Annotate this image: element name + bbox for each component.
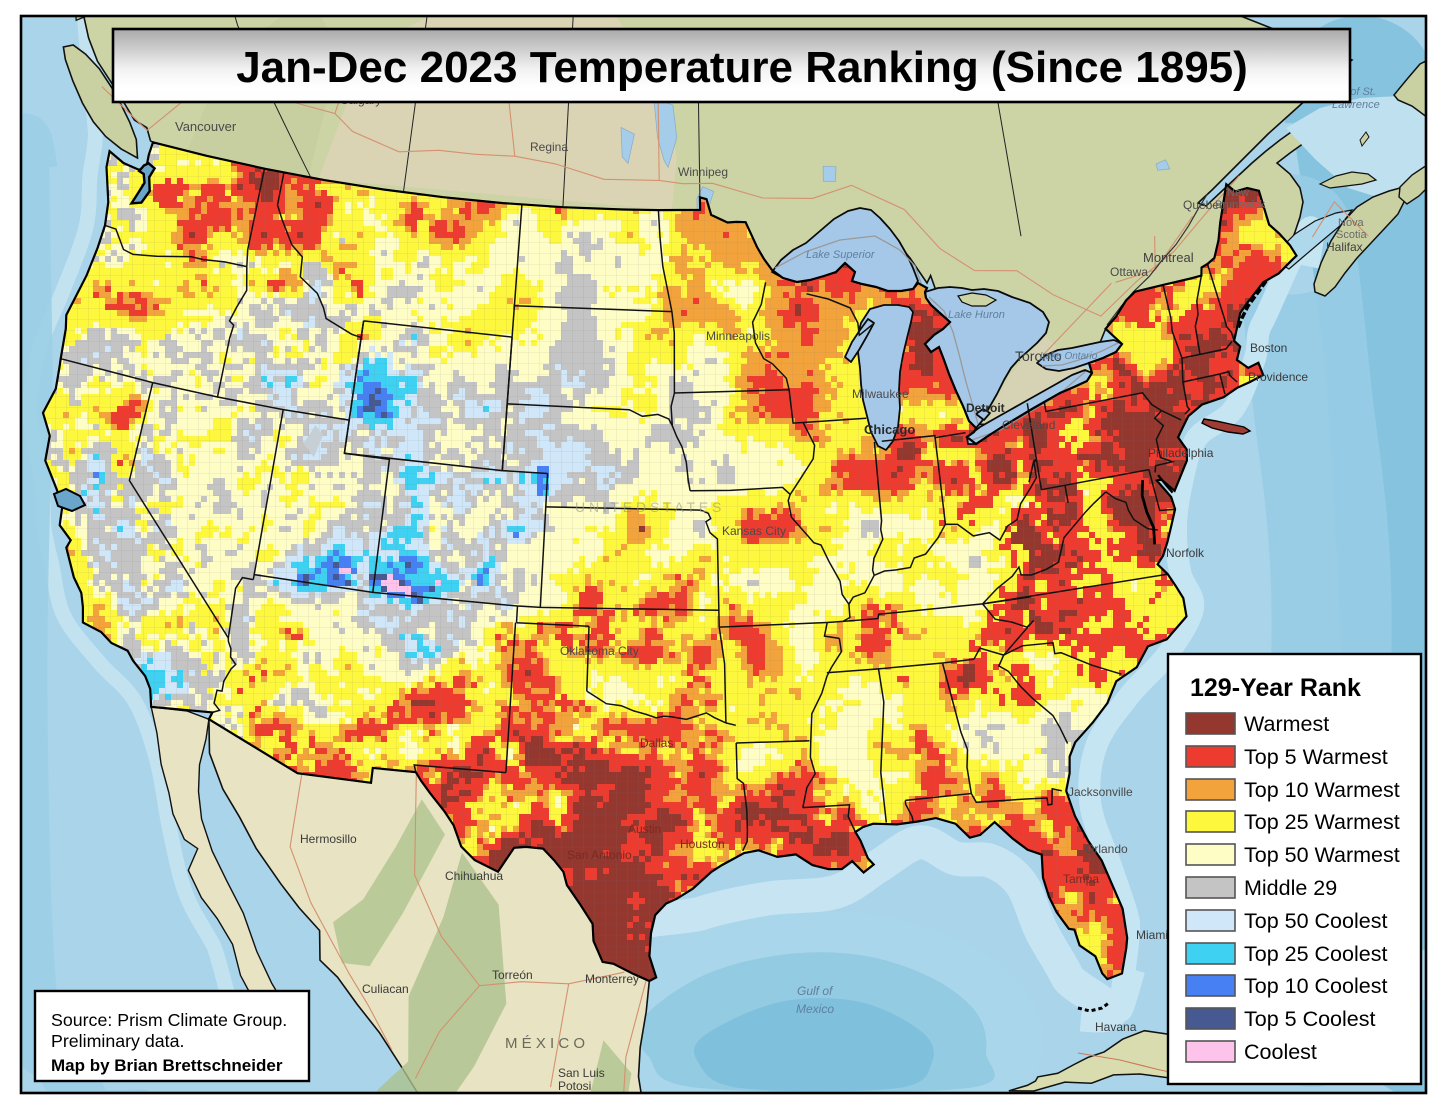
svg-text:Top 10 Coolest: Top 10 Coolest xyxy=(1244,974,1387,998)
svg-text:Hermosillo: Hermosillo xyxy=(300,832,357,846)
svg-text:Houston: Houston xyxy=(680,837,725,851)
svg-text:Miami: Miami xyxy=(1136,928,1168,942)
svg-text:Dallas: Dallas xyxy=(640,736,673,750)
svg-text:Top 25 Coolest: Top 25 Coolest xyxy=(1244,942,1387,966)
svg-text:Warmest: Warmest xyxy=(1244,712,1329,736)
svg-text:Regina: Regina xyxy=(530,140,568,154)
svg-text:Map by Brian Brettschneider: Map by Brian Brettschneider xyxy=(51,1056,283,1075)
svg-text:Middle 29: Middle 29 xyxy=(1244,876,1337,900)
svg-text:Norfolk: Norfolk xyxy=(1166,546,1205,560)
svg-text:Top 25 Warmest: Top 25 Warmest xyxy=(1244,810,1400,834)
svg-text:Culiacan: Culiacan xyxy=(362,982,409,996)
svg-text:U N I T E D S T A T E S: U N I T E D S T A T E S xyxy=(575,499,721,515)
svg-text:Torreón: Torreón xyxy=(492,968,533,982)
svg-text:Quebec: Quebec xyxy=(1183,198,1225,212)
svg-text:Ottawa: Ottawa xyxy=(1110,265,1148,279)
svg-text:Coolest: Coolest xyxy=(1244,1040,1317,1064)
svg-text:Nova: Nova xyxy=(1338,217,1365,229)
svg-text:Chicago: Chicago xyxy=(864,422,915,437)
svg-text:San Luis: San Luis xyxy=(558,1066,605,1080)
svg-text:Providence: Providence xyxy=(1248,370,1308,384)
svg-text:Source: Prism Climate Group.: Source: Prism Climate Group. xyxy=(51,1010,287,1030)
svg-text:M É X I C O: M É X I C O xyxy=(505,1035,585,1052)
svg-text:129-Year Rank: 129-Year Rank xyxy=(1190,674,1361,702)
svg-text:Mexico: Mexico xyxy=(796,1002,834,1016)
svg-text:Cleveland: Cleveland xyxy=(1002,418,1055,432)
svg-text:Boston: Boston xyxy=(1250,341,1287,355)
svg-text:Lake Ontario: Lake Ontario xyxy=(1040,351,1098,362)
svg-text:Top 50 Warmest: Top 50 Warmest xyxy=(1244,843,1400,867)
svg-text:Austin: Austin xyxy=(628,822,661,836)
svg-text:Lake Superior: Lake Superior xyxy=(806,249,876,261)
svg-text:Halifax: Halifax xyxy=(1326,240,1363,254)
svg-text:Top 5 Warmest: Top 5 Warmest xyxy=(1244,745,1388,769)
svg-text:Gulf of: Gulf of xyxy=(797,984,834,998)
svg-text:San Antonio: San Antonio xyxy=(567,848,632,862)
svg-text:Jan-Dec 2023 Temperature Ranki: Jan-Dec 2023 Temperature Ranking (Since … xyxy=(236,43,1248,92)
svg-text:Lake Huron: Lake Huron xyxy=(948,309,1005,321)
svg-text:Orlando: Orlando xyxy=(1085,842,1128,856)
svg-text:Top 5 Coolest: Top 5 Coolest xyxy=(1244,1007,1375,1031)
svg-text:Chihuahua: Chihuahua xyxy=(445,869,503,883)
svg-text:Winnipeg: Winnipeg xyxy=(678,165,728,179)
svg-text:Potosi: Potosi xyxy=(558,1079,591,1093)
svg-text:New: New xyxy=(1227,187,1249,199)
svg-text:Havana: Havana xyxy=(1095,1020,1137,1034)
svg-text:Kansas City: Kansas City xyxy=(722,524,786,538)
svg-text:Toronto: Toronto xyxy=(1015,348,1062,364)
svg-text:Top 50 Coolest: Top 50 Coolest xyxy=(1244,909,1387,933)
svg-text:Detroit: Detroit xyxy=(966,401,1005,415)
svg-text:Oklahoma City: Oklahoma City xyxy=(560,644,639,658)
svg-text:Vancouver: Vancouver xyxy=(175,119,237,134)
svg-text:Monterrey: Monterrey xyxy=(585,972,639,986)
svg-text:Jacksonville: Jacksonville xyxy=(1068,785,1133,799)
svg-text:Top 10 Warmest: Top 10 Warmest xyxy=(1244,778,1400,802)
svg-text:Tampa: Tampa xyxy=(1063,872,1099,886)
svg-text:Preliminary data.: Preliminary data. xyxy=(51,1031,184,1051)
svg-text:Scotia: Scotia xyxy=(1336,229,1367,241)
svg-text:Brunswick: Brunswick xyxy=(1215,199,1266,211)
svg-text:Milwaukee: Milwaukee xyxy=(852,387,909,401)
svg-text:Philadelphia: Philadelphia xyxy=(1148,446,1214,460)
svg-text:Montreal: Montreal xyxy=(1143,250,1194,265)
svg-text:Minneapolis: Minneapolis xyxy=(706,329,770,343)
